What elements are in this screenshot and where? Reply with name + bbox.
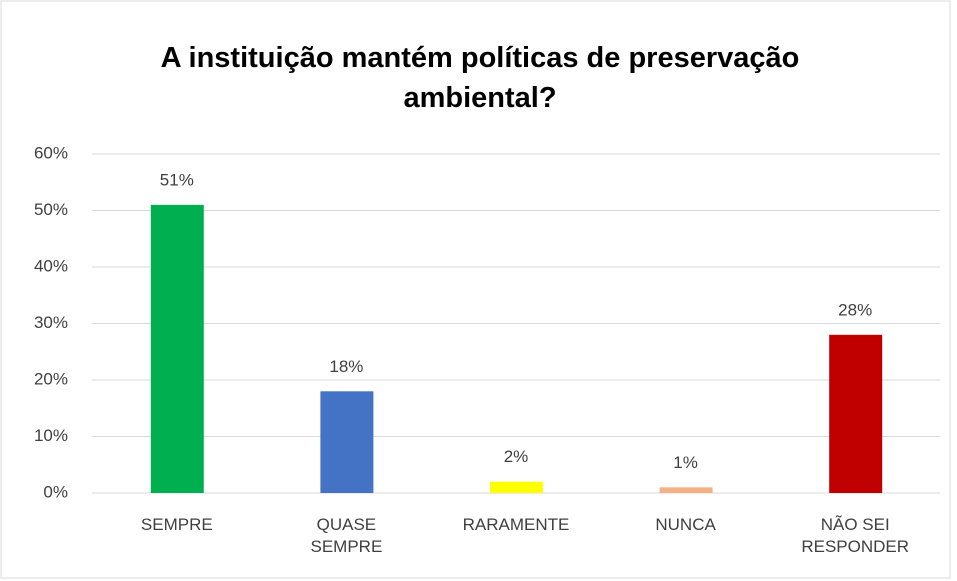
bar: [659, 487, 713, 493]
x-tick-label: NÃO SEI RESPONDER: [801, 515, 910, 556]
data-label: 2%: [504, 447, 529, 466]
y-tick-label: 20%: [34, 369, 68, 388]
data-label: 1%: [673, 453, 698, 472]
bar: [490, 481, 543, 493]
y-tick-label: 30%: [34, 313, 68, 332]
y-tick-label: 40%: [34, 256, 68, 275]
y-tick-label: 10%: [34, 426, 68, 445]
bar: [150, 204, 204, 493]
y-tick-label: 60%: [34, 143, 68, 162]
y-tick-label: 0%: [43, 482, 68, 501]
data-label: 18%: [329, 357, 363, 376]
x-tick-label: NUNCA: [655, 515, 716, 534]
chart-title: A instituição mantém políticas de preser…: [160, 42, 800, 114]
y-tick-label: 50%: [34, 200, 68, 219]
bar: [320, 391, 374, 493]
data-label: 51%: [160, 170, 194, 189]
x-tick-label: RARAMENTE: [462, 515, 570, 534]
data-label: 28%: [838, 300, 872, 319]
bar: [829, 334, 883, 493]
x-tick-label: SEMPRE: [140, 515, 213, 534]
x-tick-label: QUASE SEMPRE: [310, 515, 383, 556]
